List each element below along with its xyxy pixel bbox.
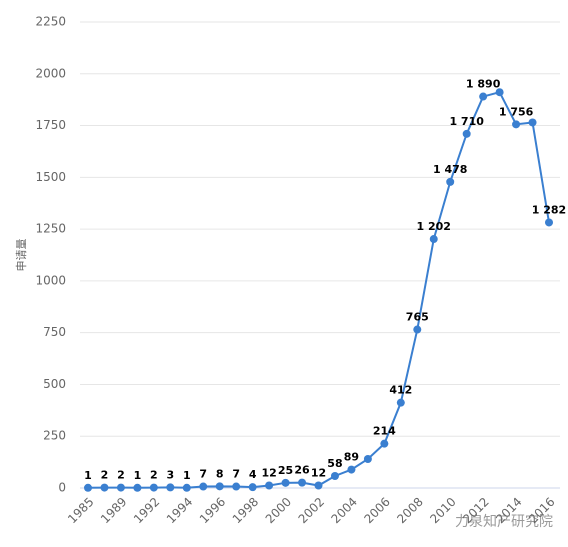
data-label: 2 bbox=[117, 469, 125, 482]
point bbox=[133, 483, 142, 492]
point bbox=[462, 129, 471, 138]
data-label: 7 bbox=[199, 468, 207, 481]
point bbox=[116, 483, 125, 492]
point bbox=[528, 118, 537, 127]
y-tick-label: 1750 bbox=[35, 118, 66, 132]
point bbox=[314, 481, 323, 490]
data-label: 58 bbox=[327, 457, 342, 470]
point bbox=[495, 88, 504, 97]
x-tick-label: 1989 bbox=[98, 495, 129, 526]
y-tick-label: 500 bbox=[43, 377, 66, 391]
point bbox=[396, 398, 405, 407]
y-tick-label: 1500 bbox=[35, 170, 66, 184]
point bbox=[166, 483, 175, 492]
data-label: 1 bbox=[183, 469, 191, 482]
point bbox=[84, 483, 92, 492]
data-label: 1 bbox=[84, 469, 92, 482]
data-label: 765 bbox=[406, 311, 429, 324]
data-label: 89 bbox=[344, 451, 359, 464]
data-label: 214 bbox=[373, 425, 396, 438]
point bbox=[330, 471, 339, 480]
point bbox=[232, 482, 241, 491]
point bbox=[100, 483, 109, 492]
point bbox=[248, 483, 257, 492]
y-tick-label: 0 bbox=[58, 481, 66, 495]
point bbox=[199, 482, 208, 491]
y-tick-label: 1250 bbox=[35, 222, 66, 236]
x-tick-label: 2004 bbox=[329, 495, 360, 526]
data-label: 1 478 bbox=[433, 163, 467, 176]
point bbox=[281, 478, 290, 487]
data-label: 25 bbox=[278, 464, 293, 477]
x-tick-label: 1985 bbox=[65, 495, 96, 526]
data-label: 26 bbox=[294, 464, 310, 477]
point bbox=[182, 483, 191, 492]
point bbox=[380, 439, 389, 448]
y-axis-label: 申请量 bbox=[15, 239, 28, 272]
y-tick-label: 750 bbox=[43, 325, 66, 339]
point bbox=[545, 218, 553, 227]
x-tick-label: 1996 bbox=[197, 495, 228, 526]
x-tick-label: 2008 bbox=[394, 495, 425, 526]
point bbox=[215, 482, 224, 491]
x-tick-label: 1998 bbox=[230, 495, 261, 526]
data-label: 1 282 bbox=[532, 203, 566, 216]
data-label: 4 bbox=[249, 468, 257, 481]
data-label: 1 202 bbox=[417, 220, 451, 233]
data-label: 1 890 bbox=[466, 78, 501, 91]
data-label: 2 bbox=[150, 469, 158, 482]
data-label: 1 bbox=[134, 469, 142, 482]
point bbox=[347, 465, 356, 474]
point bbox=[149, 483, 158, 492]
point bbox=[479, 92, 488, 101]
data-label: 12 bbox=[311, 467, 326, 480]
point bbox=[298, 478, 307, 487]
x-tick-label: 2006 bbox=[361, 495, 392, 526]
y-tick-label: 250 bbox=[43, 429, 66, 443]
point bbox=[265, 481, 274, 490]
point bbox=[429, 235, 438, 244]
point bbox=[512, 120, 521, 129]
data-label: 3 bbox=[166, 468, 174, 481]
data-label: 8 bbox=[216, 467, 224, 480]
series-line bbox=[87, 91, 550, 489]
data-label: 1 756 bbox=[499, 105, 534, 118]
data-label: 7 bbox=[232, 468, 240, 481]
data-label: 1 710 bbox=[449, 115, 484, 128]
data-label: 12 bbox=[261, 467, 276, 480]
x-tick-label: 1994 bbox=[164, 495, 195, 526]
x-tick-label: 2000 bbox=[263, 495, 294, 526]
point bbox=[363, 455, 372, 464]
y-tick-label: 1000 bbox=[35, 273, 66, 287]
point bbox=[446, 177, 455, 186]
point bbox=[413, 325, 422, 334]
data-label: 2 bbox=[101, 469, 109, 482]
x-tick-label: 1992 bbox=[131, 495, 162, 526]
y-tick-label: 2250 bbox=[35, 15, 66, 29]
x-tick-label: 2002 bbox=[296, 495, 327, 526]
y-tick-label: 2000 bbox=[35, 66, 66, 80]
data-label: 412 bbox=[389, 384, 412, 397]
watermark: 力泉知产研究院 bbox=[455, 513, 553, 530]
